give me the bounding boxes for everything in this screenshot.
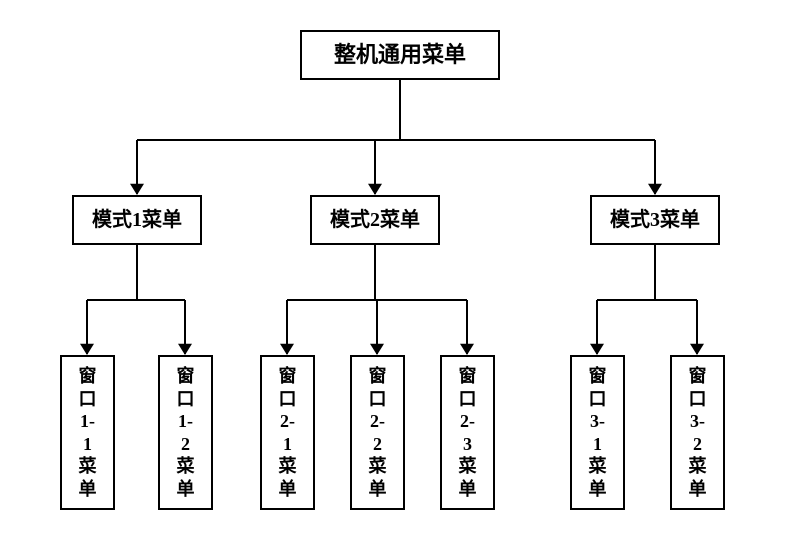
window-3-2-label: 窗口3-2菜单 bbox=[689, 365, 707, 500]
window-1-2-label: 窗口1-2菜单 bbox=[177, 365, 195, 500]
window-1-2-node: 窗口1-2菜单 bbox=[158, 355, 213, 510]
mode-2-node: 模式2菜单 bbox=[310, 195, 440, 245]
mode-2-label: 模式2菜单 bbox=[330, 207, 420, 233]
mode-3-label: 模式3菜单 bbox=[610, 207, 700, 233]
window-1-1-node: 窗口1-1菜单 bbox=[60, 355, 115, 510]
window-3-2-node: 窗口3-2菜单 bbox=[670, 355, 725, 510]
window-2-1-node: 窗口2-1菜单 bbox=[260, 355, 315, 510]
mode-1-node: 模式1菜单 bbox=[72, 195, 202, 245]
window-2-2-label: 窗口2-2菜单 bbox=[369, 365, 387, 500]
window-3-1-node: 窗口3-1菜单 bbox=[570, 355, 625, 510]
window-1-1-label: 窗口1-1菜单 bbox=[79, 365, 97, 500]
window-3-1-label: 窗口3-1菜单 bbox=[589, 365, 607, 500]
window-2-2-node: 窗口2-2菜单 bbox=[350, 355, 405, 510]
mode-1-label: 模式1菜单 bbox=[92, 207, 182, 233]
window-2-3-label: 窗口2-3菜单 bbox=[459, 365, 477, 500]
root-node: 整机通用菜单 bbox=[300, 30, 500, 80]
root-label: 整机通用菜单 bbox=[334, 41, 466, 70]
window-2-3-node: 窗口2-3菜单 bbox=[440, 355, 495, 510]
window-2-1-label: 窗口2-1菜单 bbox=[279, 365, 297, 500]
mode-3-node: 模式3菜单 bbox=[590, 195, 720, 245]
tree-diagram: 整机通用菜单 模式1菜单 模式2菜单 模式3菜单 窗口1-1菜单 窗口1-2菜单… bbox=[0, 0, 800, 550]
